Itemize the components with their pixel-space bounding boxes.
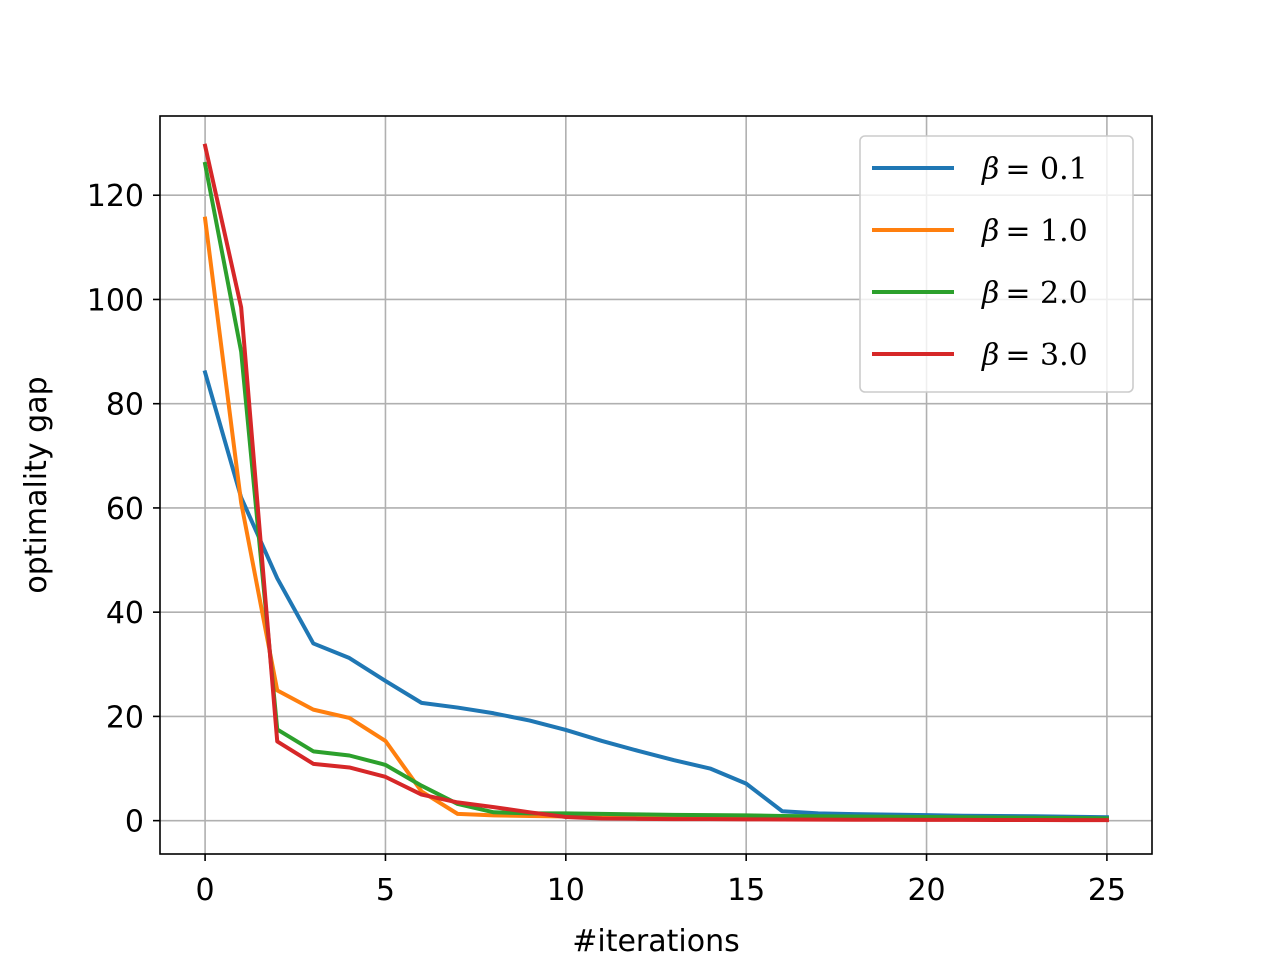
legend: β = 0.1 β = 1.0 β = 2.0 β = 3.0 <box>859 135 1134 393</box>
x-tick-label: 10 <box>547 873 585 908</box>
x-tick-label: 15 <box>727 873 765 908</box>
y-tick-label: 60 <box>106 492 144 527</box>
legend-label-2: β = 2.0 <box>981 276 1088 311</box>
y-tick-label: 100 <box>87 283 144 318</box>
x-axis-label: #iterations <box>572 924 740 959</box>
y-tick-label: 80 <box>106 388 144 423</box>
y-tick-label: 20 <box>106 700 144 735</box>
legend-box <box>859 135 1134 393</box>
x-tick-label: 0 <box>196 873 215 908</box>
series-line-3 <box>202 143 1109 823</box>
y-tick-label: 40 <box>106 596 144 631</box>
grid-lines <box>160 116 1152 854</box>
y-tick-label: 0 <box>125 805 144 840</box>
legend-label-1: β = 1.0 <box>981 214 1088 249</box>
x-tick-label: 20 <box>907 873 945 908</box>
series-lines <box>202 143 1109 823</box>
x-tick-label: 25 <box>1088 873 1126 908</box>
x-tick-label: 5 <box>376 873 395 908</box>
y-tick-label: 120 <box>87 179 144 214</box>
legend-label-0: β = 0.1 <box>981 152 1088 187</box>
legend-label-3: β = 3.0 <box>981 338 1088 373</box>
plot-frame <box>159 115 1153 855</box>
axis-ticks: 0 5 10 15 20 25 0 20 40 60 80 100 120 <box>87 179 1126 908</box>
y-axis-label: optimality gap <box>19 376 54 593</box>
series-line-2 <box>202 161 1109 821</box>
